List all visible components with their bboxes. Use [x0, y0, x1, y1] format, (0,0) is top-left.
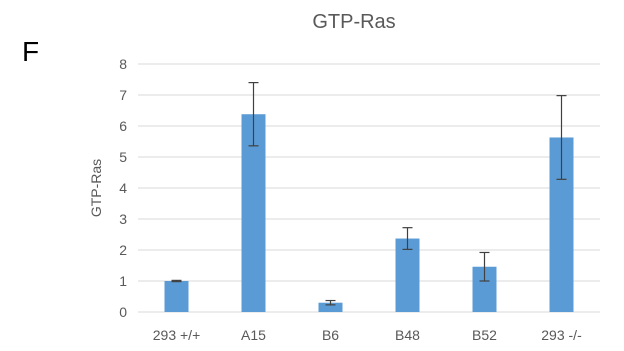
x-category-label: B52: [472, 327, 497, 343]
bars: [164, 114, 574, 312]
error-bars: [171, 81, 567, 306]
y-tick-label: 1: [119, 273, 127, 289]
chart-title: GTP-Ras: [312, 11, 395, 33]
x-category-label: 293 +/+: [153, 327, 201, 343]
x-category-labels: 293 +/+ A15 B6 B48 B52 293 -/-: [153, 327, 582, 343]
bar: [318, 302, 343, 312]
panel-label: F: [22, 36, 40, 67]
error-bar: [556, 95, 567, 180]
error-bar: [171, 279, 182, 283]
x-category-label: 293 -/-: [541, 327, 582, 343]
x-category-label: B48: [395, 327, 420, 343]
y-tick-label: 7: [119, 87, 127, 103]
y-tick-label: 3: [119, 211, 127, 227]
x-category-label: A15: [241, 327, 266, 343]
error-bar: [248, 81, 259, 147]
bar: [241, 114, 266, 312]
bar: [395, 238, 420, 312]
error-bar: [479, 251, 490, 282]
y-tick-label: 0: [119, 304, 127, 320]
y-tick-label: 2: [119, 242, 127, 258]
y-tick-label: 5: [119, 149, 127, 165]
y-tick-label: 8: [119, 56, 127, 72]
x-category-label: B6: [322, 327, 339, 343]
error-bar: [325, 299, 336, 306]
y-axis-title: GTP-Ras: [88, 159, 104, 217]
gridlines: [138, 63, 600, 313]
error-bar: [402, 227, 413, 250]
bar: [164, 281, 189, 312]
y-tick-label: 6: [119, 118, 127, 134]
y-tick-label: 4: [119, 180, 127, 196]
y-tick-labels: 0 1 2 3 4 5 6 7 8: [119, 56, 127, 320]
